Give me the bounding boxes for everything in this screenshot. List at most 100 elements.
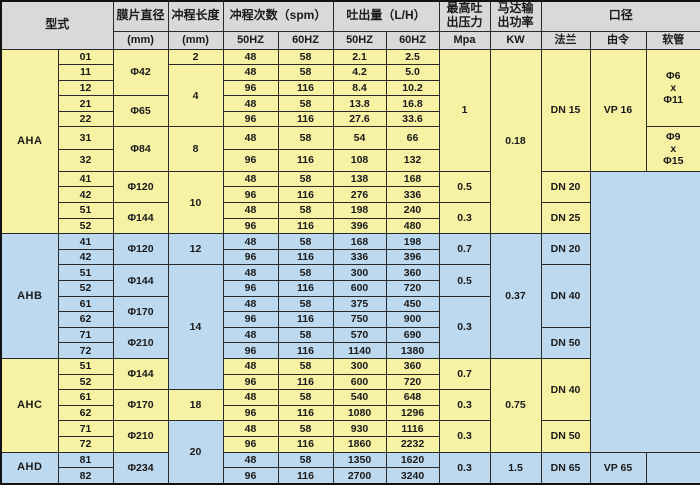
discharge-60hz: 1620 (385, 451, 440, 469)
max-pressure: 0.5 (438, 170, 491, 204)
model-code: 51 (57, 264, 114, 282)
stroke-rate-60hz: 58 (277, 233, 334, 250)
discharge-60hz: 2.5 (385, 48, 440, 66)
flange-bore: DN 40 (540, 357, 591, 422)
model-code: 32 (57, 148, 114, 172)
hose-bore: Φ6 x Φ11 (645, 48, 700, 128)
model-code: 01 (57, 48, 114, 66)
discharge-60hz: 168 (385, 170, 440, 188)
stroke-rate-50hz: 96 (222, 110, 279, 128)
discharge-60hz: 1116 (385, 420, 440, 437)
discharge-60hz: 360 (385, 358, 440, 375)
diaphragm-diameter: Φ42 (112, 48, 169, 97)
stroke-rate-60hz: 58 (277, 64, 334, 81)
stroke-rate-60hz: 58 (277, 389, 334, 406)
col-header-spm-50hz: 50HZ (222, 30, 279, 50)
model-code: 52 (57, 217, 114, 235)
stroke-length: 14 (167, 264, 224, 391)
discharge-50hz: 336 (332, 248, 387, 266)
discharge-50hz: 168 (332, 233, 387, 250)
hose-bore-empty (645, 451, 700, 485)
col-header-lh-50hz: 50HZ (332, 30, 387, 50)
discharge-50hz: 375 (332, 295, 387, 313)
discharge-50hz: 1350 (332, 451, 387, 469)
stroke-rate-60hz: 116 (277, 186, 334, 204)
model-code: 42 (57, 186, 114, 204)
header-row-2: (mm) (mm) 50HZ 60HZ 50HZ 60HZ Mpa KW 法兰 由令 软管 (1, 30, 700, 50)
discharge-60hz: 720 (385, 373, 440, 391)
model-code: 51 (57, 358, 114, 375)
discharge-60hz: 900 (385, 311, 440, 328)
discharge-50hz: 8.4 (332, 79, 387, 97)
stroke-rate-50hz: 96 (222, 373, 279, 391)
max-pressure: 0.7 (438, 233, 491, 266)
max-pressure: 0.7 (438, 357, 491, 391)
table-row: 22 96 116 27.6 33.6 (1, 110, 700, 128)
model-code: 22 (57, 110, 114, 128)
stroke-rate-50hz: 48 (222, 126, 279, 150)
col-header-stroke-rate: 冲程次数（spm） (222, 0, 334, 32)
stroke-rate-60hz: 116 (277, 280, 334, 297)
stroke-rate-60hz: 58 (277, 126, 334, 150)
stroke-rate-60hz: 58 (277, 295, 334, 313)
table-row: 71 Φ210 48 58 570 690 DN 50 (1, 326, 700, 360)
stroke-rate-50hz: 48 (222, 420, 279, 437)
discharge-50hz: 276 (332, 186, 387, 204)
diaphragm-diameter: Φ144 (112, 202, 169, 235)
flange-bore: DN 25 (540, 202, 591, 235)
table-row: AHA 01 Φ42 2 48 58 2.1 2.5 1 0.18 DN 15 VP 16 Φ6 x Φ… (0, 48, 700, 235)
col-header-hose: 软管 (645, 30, 700, 50)
discharge-50hz: 600 (332, 280, 387, 297)
col-header-mpa: Mpa (438, 30, 491, 50)
table-row: AHB 41 Φ120 12 48 58 168 198 0.7 0.37 DN 20 (0, 233, 700, 359)
max-pressure: 1 (438, 48, 491, 172)
model-code: 71 (57, 326, 114, 344)
col-header-discharge: 吐出量（L/H） (332, 0, 440, 32)
diaphragm-diameter: Φ210 (112, 326, 169, 360)
stroke-rate-60hz: 116 (277, 467, 334, 485)
max-pressure: 0.3 (438, 389, 491, 422)
stroke-rate-50hz: 96 (222, 217, 279, 235)
discharge-60hz: 66 (385, 126, 440, 150)
stroke-rate-50hz: 96 (222, 280, 279, 297)
stroke-length: 2 (167, 48, 224, 66)
max-pressure: 0.5 (438, 264, 491, 297)
stroke-rate-50hz: 96 (222, 311, 279, 328)
col-header-spm-60hz: 60HZ (277, 30, 334, 50)
table-row: 52 96 116 600 720 (1, 373, 700, 391)
union-hose-merged-empty (589, 170, 700, 453)
col-header-motor-power: 马达输 出功率 (489, 0, 542, 32)
table-row: AHC 51 Φ144 48 58 300 360 0.7 0.75 DN 40 (0, 357, 700, 453)
model-code: 52 (57, 280, 114, 297)
stroke-rate-60hz: 116 (277, 311, 334, 328)
discharge-60hz: 450 (385, 295, 440, 313)
diaphragm-diameter: Φ210 (112, 420, 169, 453)
col-header-stroke-unit: (mm) (167, 30, 224, 50)
model-code: 41 (57, 233, 114, 250)
stroke-rate-60hz: 116 (277, 79, 334, 97)
stroke-rate-50hz: 48 (222, 326, 279, 344)
table-row: AHD 81 Φ234 48 58 1350 1620 0.3 1.5 DN 65 VP 65 (0, 451, 700, 485)
table-row: 61 Φ170 18 48 58 540 648 0.3 (1, 389, 700, 422)
stroke-rate-60hz: 116 (277, 435, 334, 453)
stroke-rate-50hz: 96 (222, 342, 279, 359)
discharge-60hz: 1296 (385, 404, 440, 422)
stroke-rate-50hz: 48 (222, 95, 279, 112)
discharge-50hz: 540 (332, 389, 387, 406)
discharge-60hz: 5.0 (385, 64, 440, 81)
stroke-rate-60hz: 116 (277, 342, 334, 359)
union-bore: VP 16 (589, 48, 647, 172)
diaphragm-diameter: Φ144 (112, 357, 169, 391)
discharge-50hz: 108 (332, 148, 387, 172)
stroke-length: 10 (167, 170, 224, 235)
model-code: 31 (57, 126, 114, 150)
motor-power: 0.37 (489, 233, 542, 359)
discharge-50hz: 570 (332, 326, 387, 344)
discharge-50hz: 27.6 (332, 110, 387, 128)
flange-bore: DN 50 (540, 326, 591, 360)
stroke-rate-50hz: 48 (222, 48, 279, 66)
col-header-max-pressure: 最高吐 出压力 (438, 0, 491, 32)
discharge-50hz: 600 (332, 373, 387, 391)
model-code: 72 (57, 435, 114, 453)
